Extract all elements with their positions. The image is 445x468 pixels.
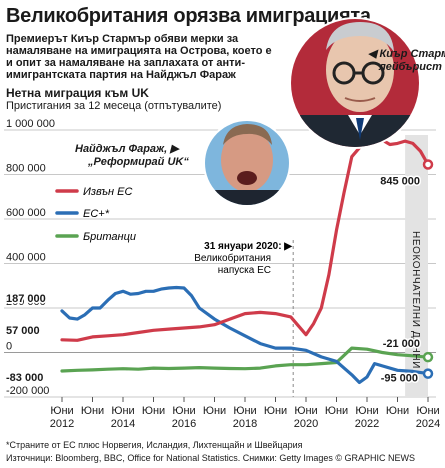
svg-text:31 януари 2020: ▶: 31 януари 2020: ▶ [204,241,293,252]
x-tick-label: Юни [264,405,287,417]
series-line-non-eu [60,137,430,342]
series-line-eu-plus [60,285,430,385]
y-tick-label: 1 000 000 [6,118,55,130]
svg-text:„Реформирай UK“: „Реформирай UK“ [87,156,189,168]
series-value-label: 187 000 [6,293,46,305]
series-endpoint [422,368,434,379]
legend-item-eu-plus: ЕС+* [55,208,110,220]
x-tick-label: Юни [142,405,165,417]
x-tick-year-label: 2022 [355,418,379,430]
series-line-british [60,346,430,373]
chart-title: Нетна миграция към UK [6,86,149,100]
svg-text:ЕС+*: ЕС+* [83,208,110,220]
x-tick-label: Юни [81,405,104,417]
x-tick-label: Юни [233,405,256,417]
y-tick-label: 800 000 [6,163,46,175]
series-value-label: 845 000 [380,175,420,187]
x-tick-label: Юни [355,405,378,417]
x-tick-label: Юни [203,405,226,417]
svg-text:лейбърист: лейбърист [378,61,442,73]
legend-item-british: Британци [55,231,136,243]
x-tick-label: Юни [386,405,409,417]
svg-text:Великобритания: Великобритания [194,252,271,264]
axis-layer: 1 000 000 800 000 600 000 400 000 200 000 0 -2… [6,118,440,430]
footnote: *Страните от ЕС плюс Норвегия, Исландия,… [6,440,303,450]
provisional-band [405,135,428,397]
farage-caption: Найджъл Фараж, ▶ „Реформирай UK“ [75,143,189,168]
y-tick-label: 0 [6,341,12,353]
chart-subtitle: Пристигания за 12 месеца (отпътувалите) [6,100,222,112]
y-tick-label: -200 000 [6,385,49,397]
series-endpoint [422,159,434,170]
series-value-label: -95 000 [381,373,418,385]
x-tick-year-label: 2024 [416,418,440,430]
farage-photo [203,119,291,207]
starmer-caption: ◀ Киър Стармър, лейбърист [368,48,445,73]
svg-text:Извън ЕС: Извън ЕС [83,186,133,198]
source-line: Източници: Bloomberg, BBC, Office for Na… [6,453,416,463]
x-tick-label: Юни [416,405,439,417]
series-layer [60,137,434,385]
series-endpoint [422,351,434,363]
x-tick-year-label: 2020 [294,418,318,430]
series-value-labels: 57 000 187 000 -83 000 845 000 -95 000 -21 00… [5,174,422,386]
x-tick-year-label: 2018 [233,418,257,430]
series-value-label: -83 000 [6,372,43,384]
series-value-label: -21 000 [383,338,420,350]
x-tick-label: Юни [325,405,348,417]
starmer-photo [289,17,421,149]
x-tick-year-label: 2012 [50,418,74,430]
svg-text:Британци: Британци [83,231,136,243]
provisional-label: НЕОКОНЧАТЕЛНИ ДАННИ [410,231,421,369]
y-tick-label: 200 000 [6,296,46,308]
x-tick-label: Юни [50,405,73,417]
x-tick-year-label: 2016 [172,418,196,430]
lede-text: Премиерът Киър Стармър обяви мерки за на… [6,33,272,81]
legend-item-non-eu: Извън ЕС [55,186,133,198]
y-tick-label: 600 000 [6,207,46,219]
page-title: Великобритания орязва имиграцията [6,5,371,27]
x-tick-year-label: 2014 [111,418,135,430]
x-tick-label: Юни [172,405,195,417]
legend: Извън ЕС ЕС+* Британци [55,186,136,243]
svg-text:напуска ЕС: напуска ЕС [218,265,271,276]
x-tick-label: Юни [294,405,317,417]
y-tick-label: 400 000 [6,252,46,264]
series-value-label: 57 000 [6,325,40,337]
svg-text:◀ Киър Стармър,: ◀ Киър Стармър, [368,48,445,60]
x-tick-label: Юни [111,405,134,417]
svg-text:Найджъл Фараж, ▶: Найджъл Фараж, ▶ [75,143,180,155]
brexit-annotation: 31 януари 2020: ▶ Великобритания напуска… [194,241,293,276]
